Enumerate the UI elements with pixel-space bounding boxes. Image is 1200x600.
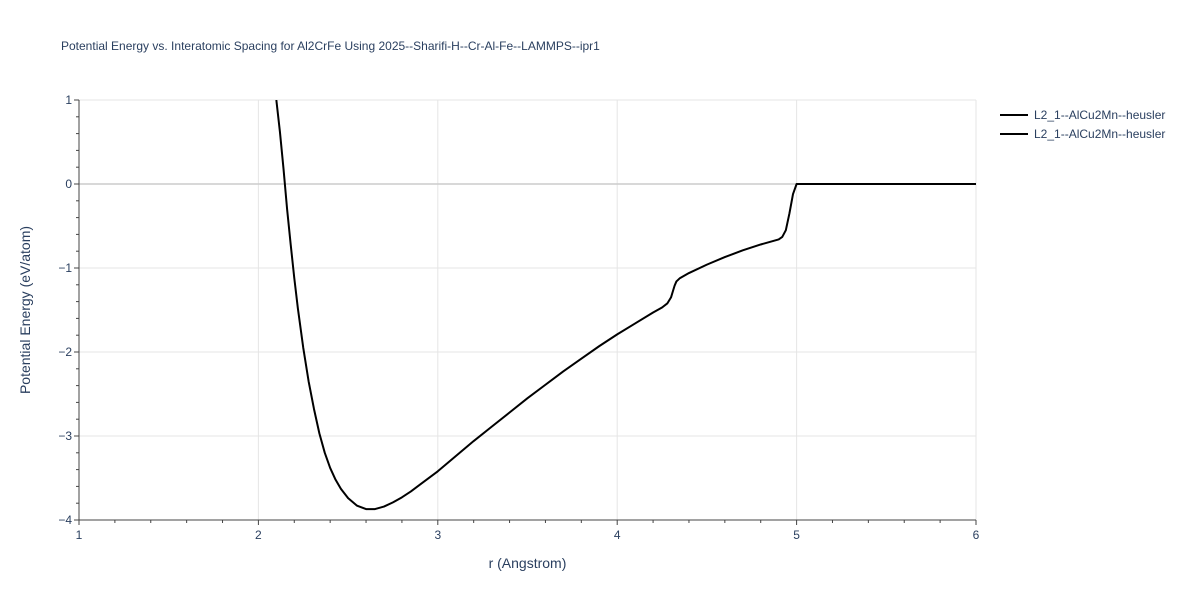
series-line-1 (275, 100, 976, 511)
legend-item-1[interactable]: L2_1--AlCu2Mn--heusler (1000, 108, 1165, 122)
x-tick-label: 4 (614, 528, 621, 542)
y-tick-label: −4 (58, 513, 72, 527)
axes (78, 100, 976, 521)
legend-label: L2_1--AlCu2Mn--heusler (1034, 127, 1165, 141)
x-axis-title: r (Angstrom) (489, 555, 567, 571)
chart-title: Potential Energy vs. Interatomic Spacing… (61, 39, 600, 53)
legend-item-2[interactable]: L2_1--AlCu2Mn--heusler (1000, 127, 1165, 141)
x-tick-label: 5 (793, 528, 800, 542)
gridlines (79, 99, 977, 520)
y-tick-label: 1 (65, 93, 72, 107)
x-axis-ticks: 1 2 3 4 5 6 (76, 520, 980, 542)
legend-label: L2_1--AlCu2Mn--heusler (1034, 108, 1165, 122)
x-tick-label: 3 (434, 528, 441, 542)
x-tick-label: 6 (973, 528, 980, 542)
legend[interactable]: L2_1--AlCu2Mn--heusler L2_1--AlCu2Mn--heu… (1000, 108, 1165, 141)
y-tick-label: −3 (58, 429, 72, 443)
y-tick-label: −1 (58, 261, 72, 275)
x-tick-label: 1 (76, 528, 83, 542)
y-tick-label: −2 (58, 345, 72, 359)
x-tick-label: 2 (255, 528, 262, 542)
y-axis-ticks: 1 0 −1 −2 −3 −4 (58, 93, 79, 527)
y-axis-title: Potential Energy (eV/atom) (17, 226, 33, 394)
plot-lines (275, 100, 976, 511)
y-tick-label: 0 (65, 177, 72, 191)
